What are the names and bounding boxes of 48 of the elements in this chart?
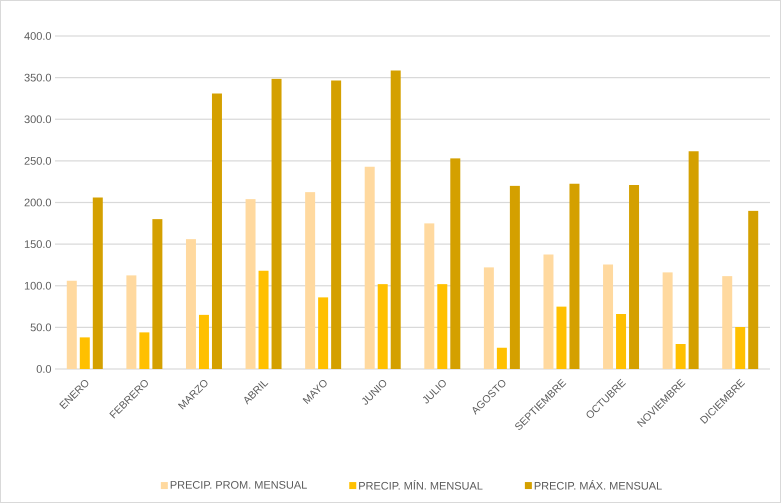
y-tick-label: 350.0: [24, 74, 52, 82]
y-tick-label: 100.0: [24, 282, 52, 290]
bar: [556, 306, 566, 369]
bar: [543, 254, 554, 369]
bar: [152, 219, 162, 369]
bar: [510, 186, 520, 369]
bar: [569, 184, 580, 369]
bar: [212, 93, 222, 369]
bar: [66, 280, 77, 369]
bar: [450, 158, 460, 369]
bar: [662, 272, 673, 369]
bar: [139, 332, 150, 369]
bar: [126, 275, 136, 369]
bar: [331, 80, 342, 369]
legend-label: PRECIP. MÁX. MENSUAL: [534, 480, 662, 490]
bar: [735, 326, 746, 369]
bar: [198, 314, 209, 369]
bar: [748, 210, 758, 369]
bar: [629, 185, 640, 369]
bar: [688, 151, 699, 369]
y-tick-label: 200.0: [24, 198, 52, 206]
y-tick-label: 150.0: [24, 240, 52, 248]
bar: [484, 267, 494, 369]
bar: [616, 314, 626, 369]
bar: [378, 284, 388, 369]
bar: [186, 239, 196, 369]
bar: [722, 276, 732, 369]
y-tick-label: 400.0: [24, 32, 52, 40]
y-tick-label: 0.0: [36, 365, 52, 373]
bar: [676, 344, 686, 369]
bar: [305, 192, 316, 369]
bar: [258, 270, 269, 369]
bar: [272, 78, 282, 369]
legend-label: PRECIP. PROM. MENSUAL: [170, 480, 307, 489]
bar: [424, 223, 434, 369]
bar: [246, 199, 256, 369]
bar: [92, 198, 103, 369]
bar: [437, 284, 448, 369]
y-tick-label: 300.0: [24, 115, 52, 124]
bar: [603, 264, 614, 369]
bar: [364, 166, 375, 369]
bar: [390, 70, 401, 369]
bar: [318, 297, 328, 369]
bar: [80, 337, 90, 369]
bar: [496, 348, 507, 369]
y-tick-label: 250.0: [24, 157, 52, 165]
legend-label: PRECIP. MÍN. MENSUAL: [359, 480, 483, 490]
y-tick-label: 50.0: [30, 324, 52, 332]
